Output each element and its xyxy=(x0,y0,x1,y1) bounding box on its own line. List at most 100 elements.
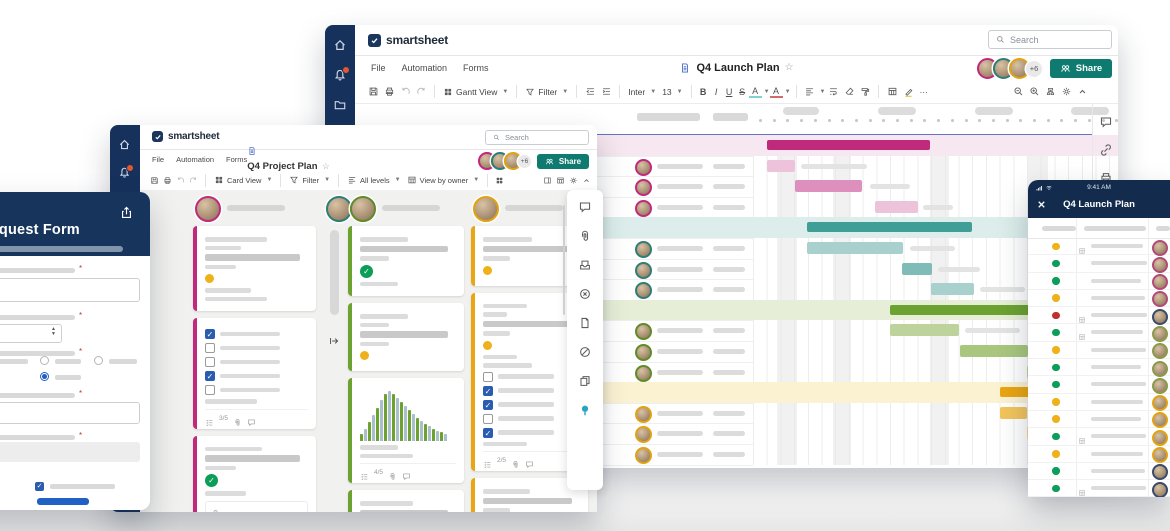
attachment-row[interactable] xyxy=(205,500,308,512)
lane-owner-avatar[interactable] xyxy=(326,196,352,222)
mobile-task-row[interactable] xyxy=(1028,359,1170,377)
checklist-item[interactable]: ✓ xyxy=(483,385,580,396)
lane-header[interactable] xyxy=(326,196,352,224)
radio-button-selected[interactable] xyxy=(40,372,49,381)
mobile-task-row[interactable] xyxy=(1028,273,1170,291)
checkbox-unchecked[interactable] xyxy=(483,371,493,382)
checkbox-unchecked[interactable] xyxy=(205,357,215,367)
gantt-bar[interactable] xyxy=(902,262,932,275)
gantt-chart-row[interactable] xyxy=(753,279,1118,300)
menu-automation[interactable]: Automation xyxy=(401,62,448,73)
row-avatar[interactable] xyxy=(635,447,652,464)
gantt-chart-row[interactable] xyxy=(753,238,1118,259)
proof-icon[interactable] xyxy=(578,258,592,272)
mobile-task-row[interactable] xyxy=(1028,428,1170,446)
link-icon[interactable] xyxy=(1099,143,1113,157)
checkbox-unchecked[interactable] xyxy=(205,343,215,353)
gantt-grid-row[interactable] xyxy=(595,217,753,239)
gantt-grid-row[interactable] xyxy=(595,382,753,404)
column-header-placeholder[interactable] xyxy=(637,113,700,121)
filter-button[interactable]: Filter ▼ xyxy=(525,87,568,97)
undo-icon[interactable] xyxy=(397,84,413,99)
comment-icon[interactable] xyxy=(1099,115,1113,129)
attachment-icon[interactable] xyxy=(578,229,592,243)
checkbox-checked[interactable]: ✓ xyxy=(483,399,493,410)
group-by-selector[interactable]: View by owner ▼ xyxy=(407,175,479,185)
menu-forms[interactable]: Forms xyxy=(226,155,248,164)
gantt-grid-row[interactable] xyxy=(595,156,753,178)
mobile-task-row[interactable] xyxy=(1028,238,1170,256)
mobile-task-row[interactable] xyxy=(1028,342,1170,360)
attachment-icon[interactable] xyxy=(511,456,520,465)
checklist-item[interactable]: ✓ xyxy=(483,427,580,438)
kanban-card[interactable]: ✓ ✓ 3/5 xyxy=(193,318,316,429)
radio-button[interactable] xyxy=(40,356,49,365)
mobile-task-row[interactable] xyxy=(1028,324,1170,342)
outdent-icon[interactable] xyxy=(582,84,598,99)
kanban-card[interactable] xyxy=(348,303,464,371)
font-size-selector[interactable]: 13 ▼ xyxy=(662,86,683,97)
attachment-icon[interactable] xyxy=(388,468,397,477)
checkbox-checked[interactable]: ✓ xyxy=(205,329,215,339)
update-request-icon[interactable] xyxy=(578,287,592,301)
gantt-bar[interactable] xyxy=(807,242,903,254)
home-icon[interactable] xyxy=(333,38,347,52)
text-input[interactable] xyxy=(0,402,140,424)
row-avatar[interactable] xyxy=(635,261,652,279)
checklist-item[interactable] xyxy=(205,385,308,395)
clear-format-icon[interactable] xyxy=(841,84,857,99)
gantt-chart-row[interactable] xyxy=(753,197,1118,218)
avatar-overflow-count[interactable]: +6 xyxy=(1026,60,1042,77)
gantt-grid-row[interactable] xyxy=(595,238,753,260)
more-options-button[interactable]: ··· xyxy=(919,86,928,97)
gantt-bar[interactable] xyxy=(767,140,930,150)
checklist-item[interactable]: ✓ xyxy=(205,371,308,381)
row-avatar[interactable] xyxy=(635,179,652,197)
number-stepper[interactable] xyxy=(0,324,62,343)
collaborator-avatars[interactable]: +6 xyxy=(977,58,1042,79)
align-button[interactable] xyxy=(802,84,818,99)
font-selector[interactable]: Inter ▼ xyxy=(628,86,657,97)
mobile-task-row[interactable] xyxy=(1028,463,1170,481)
mobile-task-row[interactable] xyxy=(1028,255,1170,273)
rail-scrollbar[interactable] xyxy=(563,205,565,315)
row-avatar[interactable] xyxy=(635,241,652,258)
comment-icon[interactable] xyxy=(247,414,256,423)
gantt-bar[interactable] xyxy=(1000,406,1027,419)
menu-file[interactable]: File xyxy=(371,62,386,73)
strikethrough-button[interactable]: S xyxy=(739,86,746,97)
gantt-bar[interactable] xyxy=(795,180,862,193)
checkbox-unchecked[interactable] xyxy=(205,385,215,395)
filter-button[interactable]: Filter ▼ xyxy=(289,175,330,185)
row-avatar[interactable] xyxy=(635,405,652,423)
collapse-toolbar-icon[interactable] xyxy=(1074,84,1090,99)
gantt-grid-row[interactable] xyxy=(595,197,753,219)
settings-gear-icon[interactable] xyxy=(1058,84,1074,99)
lane-owner-avatar[interactable] xyxy=(473,196,499,222)
row-avatar[interactable] xyxy=(635,344,652,361)
fill-color-button[interactable]: A xyxy=(748,86,762,98)
comment-icon[interactable] xyxy=(402,468,411,477)
view-selector[interactable]: Card View ▼ xyxy=(214,175,272,185)
row-avatar[interactable] xyxy=(635,364,652,382)
layout-icon[interactable] xyxy=(554,173,567,188)
home-icon[interactable] xyxy=(118,138,131,151)
checkbox-unchecked[interactable] xyxy=(483,413,493,424)
highlighter-icon[interactable] xyxy=(900,84,916,99)
zoom-in-icon[interactable] xyxy=(1026,84,1042,99)
insert-table-icon[interactable] xyxy=(884,84,900,99)
kanban-card[interactable]: ✓ xyxy=(348,226,464,296)
gantt-bar[interactable] xyxy=(767,159,795,172)
italic-button[interactable]: I xyxy=(714,86,718,97)
menu-file[interactable]: File xyxy=(152,155,165,164)
hierarchy-icon[interactable] xyxy=(1042,84,1058,99)
undo-icon[interactable] xyxy=(174,173,187,188)
lane-owner-avatar[interactable] xyxy=(195,196,221,222)
redo-icon[interactable] xyxy=(187,173,200,188)
mobile-task-row[interactable] xyxy=(1028,376,1170,394)
collapsed-lane-track[interactable] xyxy=(330,230,339,315)
checkbox-checked[interactable]: ✓ xyxy=(483,427,493,438)
panel-icon[interactable] xyxy=(541,173,554,188)
gantt-bar[interactable] xyxy=(875,200,918,213)
gantt-grid-row[interactable] xyxy=(595,135,753,157)
